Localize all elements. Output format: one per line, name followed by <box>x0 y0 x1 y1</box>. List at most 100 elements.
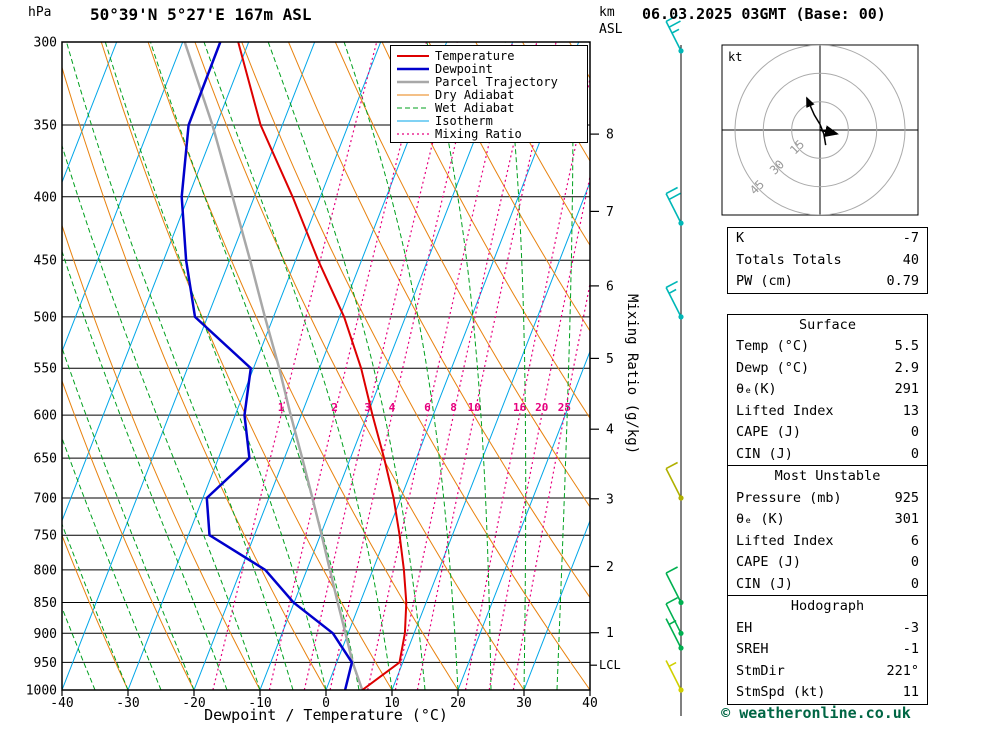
stat-label: PW (cm) <box>736 273 793 289</box>
stat-value: 301 <box>894 511 919 527</box>
svg-text:8: 8 <box>606 128 614 143</box>
svg-text:30: 30 <box>516 696 532 711</box>
svg-text:6: 6 <box>606 279 614 294</box>
svg-text:0: 0 <box>322 696 330 711</box>
wind-barb <box>665 566 684 606</box>
temperature-curve <box>237 42 408 690</box>
stat-value: 221° <box>886 662 919 679</box>
svg-text:6: 6 <box>424 401 431 414</box>
svg-text:LCL: LCL <box>599 658 621 672</box>
svg-text:1000: 1000 <box>26 684 57 699</box>
svg-text:450: 450 <box>34 254 57 269</box>
legend-label: Wet Adiabat <box>435 100 515 115</box>
stat-value: 11 <box>902 684 919 700</box>
stat-row: K -7 <box>728 228 927 250</box>
svg-text:4: 4 <box>389 401 396 414</box>
mixing-ratio-labels: 1 2 3 4 6 8 10 16 20 25 <box>278 401 571 414</box>
legend-line-sample <box>397 67 429 70</box>
legend-item: Isotherm <box>396 114 587 128</box>
page-title: 50°39'N 5°27'E 167m ASL <box>90 5 312 24</box>
stats-table: Surface Temp (°C) 5.5 Dewp (°C) 2.9 θₑ(K) 291 L… <box>727 313 928 466</box>
x-axis-label: Dewpoint / Temperature (°C) <box>204 706 448 724</box>
svg-text:1: 1 <box>606 626 614 641</box>
svg-text:8: 8 <box>450 401 457 414</box>
stat-value: -7 <box>902 230 919 246</box>
stat-row: Totals Totals 40 <box>728 250 927 272</box>
stat-value: 291 <box>894 381 919 397</box>
wind-barb <box>665 186 684 226</box>
stats-table: Most Unstable Pressure (mb) 925 θₑ (K) 301 Li… <box>727 465 928 596</box>
mixing-ratio-axis-label: Mixing Ratio (g/kg) <box>624 294 640 455</box>
legend-line-sample <box>397 132 429 135</box>
svg-text:40: 40 <box>582 696 598 711</box>
stat-value: 40 <box>902 251 919 268</box>
stat-value: 6 <box>910 532 919 549</box>
legend-item: Parcel Trajectory <box>396 74 587 89</box>
stats-table: Hodograph EH -3 SREH -1 StmDir 221° StmSpd (kt)… <box>727 595 928 705</box>
stat-row: StmSpd (kt) 11 <box>728 682 927 704</box>
stat-row: EH -3 <box>728 618 927 640</box>
svg-text:650: 650 <box>34 452 57 467</box>
stat-value: 0.79 <box>886 273 919 289</box>
stat-row: Dewp (°C) 2.9 <box>728 358 927 380</box>
svg-text:10: 10 <box>468 401 481 414</box>
stat-value: 0 <box>910 554 919 570</box>
stats-tables: K -7 Totals Totals 40 PW (cm) 0.79 Surface Temp… <box>727 227 928 705</box>
svg-text:350: 350 <box>34 119 57 134</box>
stat-label: CAPE (J) <box>736 424 802 440</box>
stat-label: Pressure (mb) <box>736 489 842 506</box>
altitude-unit-km: km <box>599 5 615 20</box>
wind-barb <box>665 14 684 54</box>
stat-value: 13 <box>902 402 919 419</box>
stat-row: SREH -1 <box>728 639 927 661</box>
stat-label: Lifted Index <box>736 532 834 549</box>
stat-value: -1 <box>902 641 919 657</box>
stat-label: Temp (°C) <box>736 338 810 354</box>
wind-barb <box>665 618 684 651</box>
stat-label: StmDir <box>736 662 785 679</box>
stat-row: Lifted Index 6 <box>728 531 927 553</box>
stat-value: 0 <box>910 424 919 440</box>
wind-barb <box>665 280 684 320</box>
svg-text:300: 300 <box>34 36 57 51</box>
stat-row: CIN (J) 0 <box>728 444 927 466</box>
pressure-unit-label: hPa <box>28 5 52 20</box>
stat-label: θₑ (K) <box>736 511 785 527</box>
legend-label: Dry Adiabat <box>435 87 515 102</box>
chart-legend: Temperature Dewpoint Parcel Trajectory Dry … <box>390 45 588 143</box>
svg-text:850: 850 <box>34 596 57 611</box>
stats-table-title: Surface <box>799 316 856 333</box>
stat-row: Temp (°C) 5.5 <box>728 336 927 358</box>
stat-label: Lifted Index <box>736 402 834 419</box>
wind-barb-column <box>665 14 684 716</box>
legend-item: Mixing Ratio <box>396 127 587 141</box>
stat-value: 0 <box>910 575 919 592</box>
storm-motion-vector <box>819 125 839 138</box>
svg-text:-30: -30 <box>116 696 139 711</box>
stat-value: 5.5 <box>894 338 919 354</box>
legend-item: Dry Adiabat <box>396 87 587 102</box>
stat-value: 2.9 <box>894 359 919 376</box>
stats-table: K -7 Totals Totals 40 PW (cm) 0.79 <box>727 227 928 294</box>
svg-text:10: 10 <box>384 696 400 711</box>
svg-text:7: 7 <box>606 205 614 220</box>
legend-label: Parcel Trajectory <box>435 74 558 89</box>
hodograph-trace <box>806 96 827 146</box>
svg-text:20: 20 <box>450 696 466 711</box>
svg-text:2: 2 <box>331 401 338 414</box>
svg-text:16: 16 <box>513 401 527 414</box>
svg-text:750: 750 <box>34 529 57 544</box>
altitude-unit-asl: ASL <box>599 22 623 37</box>
stat-row: PW (cm) 0.79 <box>728 271 927 293</box>
legend-item: Dewpoint <box>396 61 587 76</box>
svg-text:3: 3 <box>364 401 371 414</box>
svg-text:2: 2 <box>606 560 614 575</box>
hodograph-ring <box>791 101 849 159</box>
svg-text:25: 25 <box>558 401 571 414</box>
stat-label: StmSpd (kt) <box>736 684 826 700</box>
stat-row: θₑ(K) 291 <box>728 379 927 401</box>
copyright: © weatheronline.co.uk <box>721 704 911 722</box>
legend-label: Dewpoint <box>435 61 493 76</box>
svg-text:600: 600 <box>34 409 57 424</box>
